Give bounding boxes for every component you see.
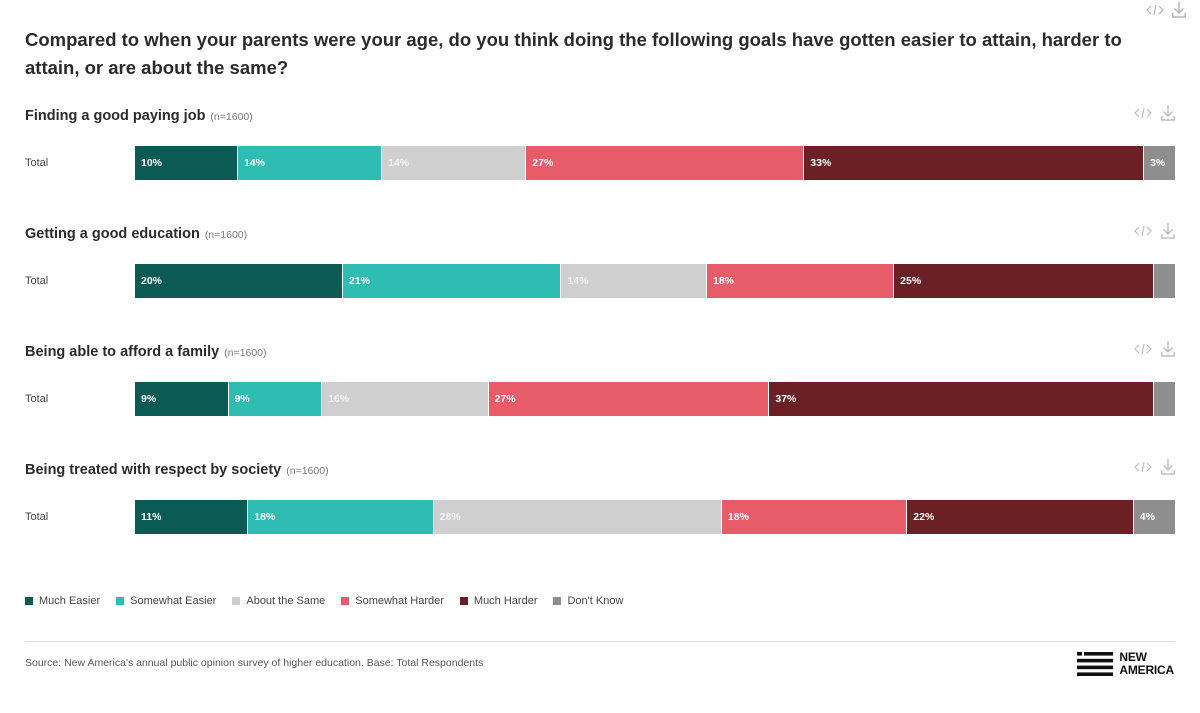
legend-label: About the Same <box>246 595 326 607</box>
chart-header: Being treated with respect by society (n=… <box>25 459 1175 483</box>
bar-row: Total 11% 18% 28% 18% 22% 4% <box>25 499 1175 535</box>
legend-label: Don't Know <box>567 595 624 607</box>
bar-segment-somewhat-easier[interactable]: 21% <box>343 264 562 298</box>
stacked-bar: 20% 21% 14% 18% 25% <box>135 263 1175 299</box>
bar-segment-don-t-know[interactable] <box>1154 382 1175 416</box>
code-embed-icon[interactable] <box>1134 108 1152 118</box>
chart-actions <box>1134 223 1175 239</box>
sample-size-label: (n=1600) <box>204 229 248 241</box>
stacked-bar: 10% 14% 14% 27% 33% 3% <box>135 145 1175 181</box>
legend-item[interactable]: Much Harder <box>459 595 538 607</box>
legend-item[interactable]: About the Same <box>232 595 325 607</box>
bar-segment-somewhat-harder[interactable]: 27% <box>526 146 805 180</box>
category-label: Total <box>25 393 49 405</box>
bar-segment-much-harder[interactable]: 37% <box>769 382 1155 416</box>
bar-segment-don-t-know[interactable]: 4% <box>1133 500 1175 534</box>
chart-panel: Finding a good paying job (n=1600) Total 10… <box>25 105 1175 180</box>
chart-panel: Being able to afford a family (n=1600) Tot… <box>25 341 1175 416</box>
sample-size-label: (n=1600) <box>224 347 267 359</box>
legend-swatch <box>232 597 241 605</box>
logo-line-2: AMERICA <box>1119 663 1174 677</box>
chart-title: Being treated with respect by society <box>25 462 282 478</box>
bar-segment-somewhat-easier[interactable]: 14% <box>237 146 383 180</box>
bar-segment-about-the-same[interactable]: 28% <box>433 500 722 534</box>
chart-actions <box>1134 341 1175 357</box>
bar-row: Total 9% 9% 16% 27% 37% <box>25 381 1175 417</box>
legend: Much Easier Somewhat Easier About the Same… <box>25 595 623 607</box>
legend-label: Somewhat Harder <box>355 595 444 607</box>
legend-label: Much Harder <box>473 595 538 607</box>
chart-actions <box>1134 459 1175 475</box>
bar-segment-much-easier[interactable]: 10% <box>135 146 238 180</box>
chart-panel: Being treated with respect by society (n=… <box>25 459 1175 534</box>
bar-segment-much-easier[interactable]: 20% <box>135 264 343 298</box>
download-icon[interactable] <box>1172 2 1186 18</box>
bar-segment-about-the-same[interactable]: 14% <box>382 146 527 180</box>
bar-segment-somewhat-easier[interactable]: 9% <box>228 382 323 416</box>
category-label: Total <box>25 511 49 523</box>
bar-segment-somewhat-harder[interactable]: 27% <box>488 382 770 416</box>
divider <box>25 641 1175 642</box>
bar-segment-much-harder[interactable]: 33% <box>804 146 1145 180</box>
bar-row: Total 20% 21% 14% 18% 25% <box>25 263 1175 299</box>
legend-swatch <box>459 597 468 605</box>
code-embed-icon[interactable] <box>1134 226 1152 236</box>
bar-segment-much-harder[interactable]: 25% <box>894 264 1155 298</box>
category-label: Total <box>25 157 49 169</box>
bar-segment-about-the-same[interactable]: 14% <box>561 264 707 298</box>
legend-swatch <box>341 597 350 605</box>
bar-segment-much-easier[interactable]: 9% <box>135 382 229 416</box>
legend-label: Somewhat Easier <box>130 595 217 607</box>
global-actions <box>1146 2 1186 18</box>
sample-size-label: (n=1600) <box>286 465 329 477</box>
logo-text: NEW AMERICA <box>1119 651 1174 677</box>
download-icon[interactable] <box>1161 341 1175 357</box>
chart-header: Finding a good paying job (n=1600) <box>25 105 1175 129</box>
source-note: Source: New America's annual public opin… <box>25 657 484 669</box>
code-embed-icon[interactable] <box>1134 344 1152 354</box>
logo-line-1: NEW <box>1119 650 1147 664</box>
bar-segment-somewhat-harder[interactable]: 18% <box>706 264 895 298</box>
download-icon[interactable] <box>1161 459 1175 475</box>
legend-item[interactable]: Somewhat Easier <box>116 595 216 607</box>
chart-actions <box>1134 105 1175 121</box>
category-label: Total <box>25 275 49 287</box>
chart-panel: Getting a good education (n=1600) Total 20%… <box>25 223 1175 298</box>
download-icon[interactable] <box>1161 223 1175 239</box>
chart-title: Finding a good paying job <box>25 108 206 124</box>
page-title: Compared to when your parents were your … <box>25 29 1122 78</box>
logo-stripes-icon <box>1077 652 1114 676</box>
bar-segment-about-the-same[interactable]: 16% <box>322 382 489 416</box>
code-embed-icon[interactable] <box>1134 462 1152 472</box>
download-icon[interactable] <box>1161 105 1175 121</box>
legend-label: Much Easier <box>39 595 101 607</box>
legend-swatch <box>553 597 562 605</box>
bar-segment-much-harder[interactable]: 22% <box>907 500 1134 534</box>
bar-row: Total 10% 14% 14% 27% 33% 3% <box>25 145 1175 181</box>
legend-item[interactable]: Much Easier <box>25 595 100 607</box>
chart-header: Getting a good education (n=1600) <box>25 223 1175 247</box>
bar-segment-somewhat-harder[interactable]: 18% <box>721 500 908 534</box>
legend-item[interactable]: Don't Know <box>553 595 623 607</box>
chart-header: Being able to afford a family (n=1600) <box>25 341 1175 365</box>
stacked-bar: 9% 9% 16% 27% 37% <box>135 381 1175 417</box>
chart-title: Getting a good education <box>25 226 200 242</box>
chart-title: Being able to afford a family <box>25 344 220 360</box>
legend-swatch <box>25 597 33 605</box>
bar-segment-much-easier[interactable]: 11% <box>135 500 249 534</box>
sample-size-label: (n=1600) <box>210 111 253 123</box>
stacked-bar: 11% 18% 28% 18% 22% 4% <box>135 499 1175 535</box>
new-america-logo: NEW AMERICA <box>1077 651 1174 677</box>
legend-item[interactable]: Somewhat Harder <box>341 595 444 607</box>
code-embed-icon[interactable] <box>1146 5 1164 15</box>
legend-swatch <box>116 597 125 605</box>
bar-segment-don-t-know[interactable]: 3% <box>1144 146 1175 180</box>
bar-segment-don-t-know[interactable] <box>1154 264 1175 298</box>
bar-segment-somewhat-easier[interactable]: 18% <box>248 500 434 534</box>
